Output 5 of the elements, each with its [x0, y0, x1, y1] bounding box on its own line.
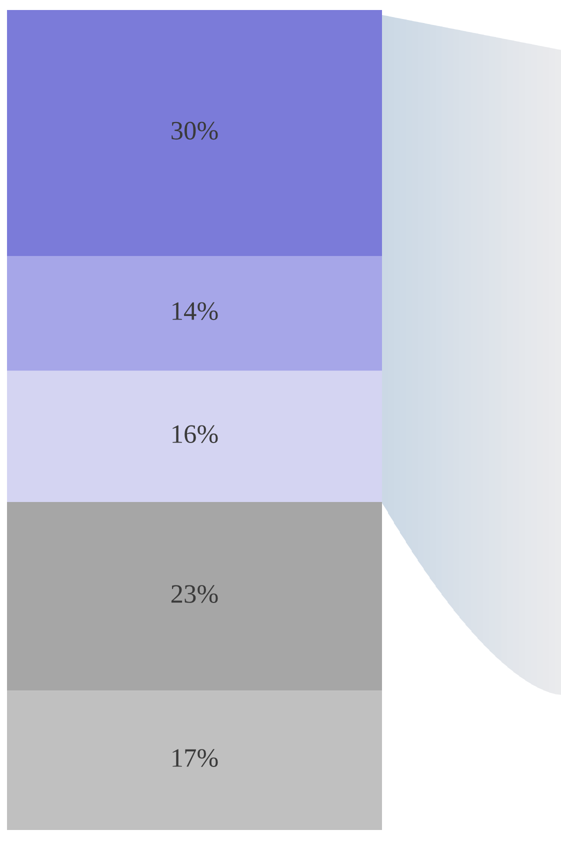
- data-label: 30%: [172, 122, 218, 140]
- data-label: 23%: [171, 585, 218, 603]
- data-label: 17%: [172, 749, 218, 767]
- data-label: 14%: [172, 302, 218, 320]
- data-label: 16%: [172, 425, 218, 444]
